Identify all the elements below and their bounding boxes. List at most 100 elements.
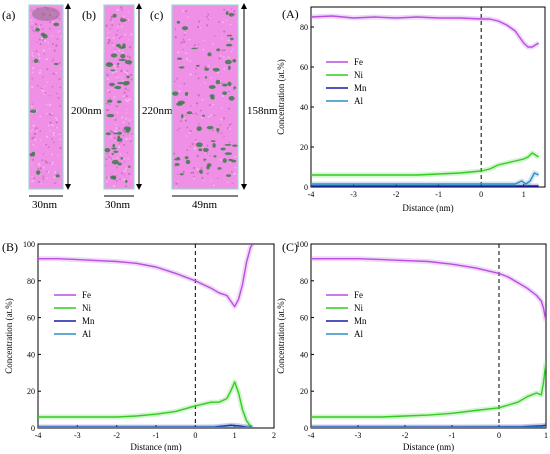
tip-speckle [126,95,128,98]
tip-speckle [114,173,117,175]
tip-speckle [200,109,202,112]
precipitate [53,22,60,27]
tip-speckle [115,34,118,36]
tip-speckle [49,27,51,30]
tip-speckle [181,9,184,12]
tip-speckle [227,56,230,59]
tip-speckle [51,60,54,62]
tip-speckle [59,67,62,69]
tip-speckle [117,76,120,79]
tip-speckle [54,171,57,174]
tip-speckle [31,54,34,56]
tip-speckle [41,159,44,162]
precipitate [226,34,232,37]
series-band-fe-A [311,13,540,50]
x-tick-label-A: -4 [308,190,315,199]
precipitate [212,143,216,148]
tip-speckle [31,137,34,140]
precipitate [42,34,48,39]
precipitate [176,156,180,159]
precipitate [113,150,119,153]
precipitate [172,91,179,96]
tip-speckle [210,114,213,116]
tip-speckle [227,181,229,184]
tip-speckle [38,61,40,64]
tip-speckle [225,58,227,60]
precipitate [176,20,181,24]
precipitate [110,53,118,58]
precipitate [231,159,237,163]
tip-speckle [188,131,191,134]
tip-speckle [234,166,237,169]
tip-speckle [34,128,37,130]
precipitate [111,153,114,155]
atom-probe-tips: (a) 200nm 30nm (b) 220nm 30nm (c) [2,3,278,211]
tip-speckle [130,73,133,77]
precipitate [215,79,221,85]
tip-speckle [49,129,51,132]
series-band-ni-C [311,361,546,420]
tip-speckle [117,145,121,148]
tip-speckle [39,115,42,118]
tip-speckle [115,127,118,130]
series-line-fe-B [38,244,254,308]
tip-speckle [129,57,131,59]
precipitate [122,43,126,49]
tip-speckle [197,77,200,80]
tip-speckle [185,135,188,137]
tip-speckle [234,155,237,158]
tip-speckle [31,128,34,131]
tip-c-width-label: 49nm [192,199,218,211]
tip-speckle [108,155,111,158]
precipitate [225,11,229,16]
tip-speckle [113,64,116,67]
tip-speckle [183,32,186,35]
tip-speckle [223,30,226,33]
tip-speckle [120,6,123,9]
tip-speckle [119,178,121,180]
tip-speckle [120,36,123,38]
tip-speckle [106,73,109,77]
tip-speckle [51,163,53,166]
tip-speckle [194,138,197,141]
tip-speckle [112,157,114,160]
y-tick-label-A: 0 [304,183,308,192]
precipitate [233,86,237,90]
tip-speckle [231,182,233,185]
precipitate [117,135,120,139]
tip-speckle [35,130,38,132]
tip-speckle [54,182,56,185]
tip-speckle [54,116,57,119]
tip-speckle [185,114,187,116]
tip-speckle [121,51,124,54]
tip-speckle [34,23,38,26]
precipitate [203,158,207,161]
tip-speckle [107,108,110,111]
tip-speckle [32,29,34,32]
tip-speckle [121,8,123,11]
panel-label-A: (A) [282,7,299,21]
tip-speckle [188,38,191,41]
tip-speckle [192,177,195,180]
tip-speckle [232,48,234,50]
tip-speckle [220,132,223,135]
x-tick-label-A: -3 [350,190,357,199]
tip-speckle [47,124,50,127]
tip-speckle [38,71,41,75]
tip-speckle [42,89,45,93]
precipitate [125,80,130,85]
tip-speckle [230,50,233,53]
tip-speckle [227,39,230,42]
tip-speckle [203,82,206,84]
tip-speckle [183,82,186,85]
tip-speckle [233,10,236,13]
y-tick-label-C: 20 [300,387,308,396]
tip-c-label: (c) [150,8,163,22]
precipitate [217,167,222,170]
tip-speckle [127,157,130,160]
tip-speckle [45,143,48,146]
precipitate [110,69,116,72]
tip-speckle [32,158,35,161]
